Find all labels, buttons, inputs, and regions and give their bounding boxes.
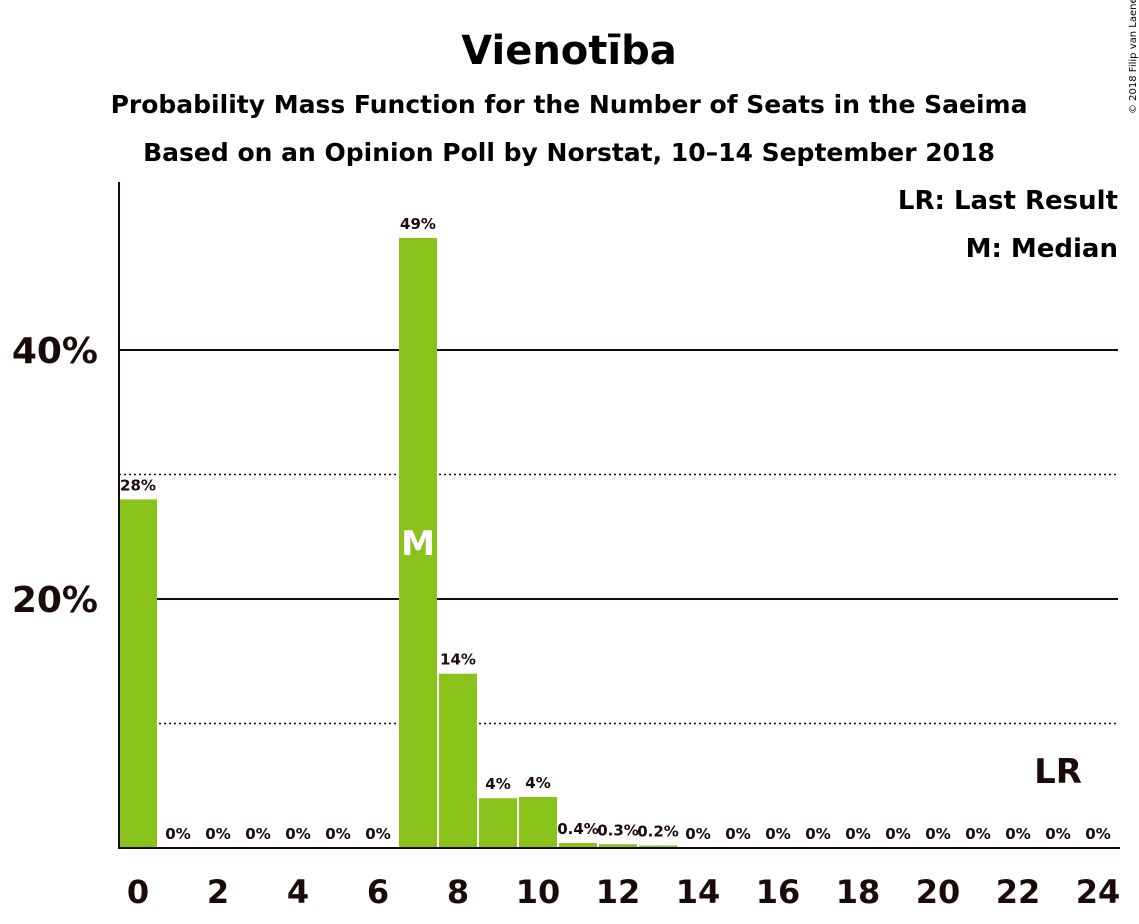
bar-seat-8 [439,673,477,848]
x-tick-24: 24 [1076,873,1121,911]
bar-label-seat-10: 4% [525,774,550,792]
bar-seat-7 [399,237,437,848]
bar-seat-0 [119,499,157,848]
bar-label-seat-22: 0% [1005,825,1030,843]
legend-last-result: LR: Last Result [898,186,1118,216]
bars [119,237,677,848]
chart-subtitle-poll: Based on an Opinion Poll by Norstat, 10–… [143,138,995,167]
bar-label-seat-1: 0% [165,825,190,843]
x-tick-4: 4 [287,873,309,911]
bar-label-seat-5: 0% [325,825,350,843]
y-tick-40: 40% [12,331,98,372]
x-tick-6: 6 [367,873,389,911]
bar-label-seat-14: 0% [685,825,710,843]
bar-label-seat-21: 0% [965,825,990,843]
bar-label-seat-19: 0% [885,825,910,843]
bar-label-seat-0: 28% [120,476,156,494]
bar-label-seat-3: 0% [245,825,270,843]
bar-label-seat-4: 0% [285,825,310,843]
y-tick-20: 20% [12,580,98,621]
bar-seat-9 [479,798,517,848]
bar-seat-12 [599,844,637,848]
x-tick-18: 18 [836,873,881,911]
markers: M LR [401,524,1082,792]
bar-seat-10 [519,796,557,848]
bar-label-seat-7: 49% [400,215,436,233]
legend-median: M: Median [966,234,1118,264]
bar-label-seat-20: 0% [925,825,950,843]
x-tick-12: 12 [596,873,641,911]
y-axis-ticks: 20% 40% [12,331,98,621]
x-tick-22: 22 [996,873,1041,911]
bar-labels: 28% 0% 0% 0% 0% 0% 0% 49% 14% 4% 4% 0.4%0.3%0.2% 0% 0… [120,215,1111,843]
x-axis-ticks: 0 2 4 6 8 10 12 14 16 18 20 22 24 [127,873,1120,911]
bar-label-seat-13: 0.2% [637,823,679,841]
bar-label-seat-2: 0% [205,825,230,843]
x-tick-20: 20 [916,873,961,911]
bar-seat-13 [639,845,677,848]
bar-label-seat-24: 0% [1085,825,1110,843]
chart-title: Vienotība [461,28,677,74]
bar-label-seat-6: 0% [365,825,390,843]
x-tick-2: 2 [207,873,229,911]
bar-label-seat-8: 14% [440,651,476,669]
bar-seat-11 [559,843,597,848]
copyright-note: © 2018 Filip van Laenen [1128,0,1139,114]
x-tick-14: 14 [676,873,721,911]
x-tick-16: 16 [756,873,801,911]
bar-label-seat-23: 0% [1045,825,1070,843]
grid-lines [119,349,1118,725]
median-marker: M [401,524,435,564]
bar-label-seat-9: 4% [485,775,510,793]
bar-label-seat-11: 0.4% [557,820,599,838]
bar-label-seat-15: 0% [725,825,750,843]
bar-label-seat-17: 0% [805,825,830,843]
bar-label-seat-12: 0.3% [597,821,639,839]
bar-label-seat-18: 0% [845,825,870,843]
x-tick-0: 0 [127,873,149,911]
chart-subtitle: Probability Mass Function for the Number… [111,90,1028,119]
x-tick-8: 8 [447,873,469,911]
x-tick-10: 10 [516,873,561,911]
bar-label-seat-16: 0% [765,825,790,843]
last-result-marker: LR [1034,752,1082,792]
